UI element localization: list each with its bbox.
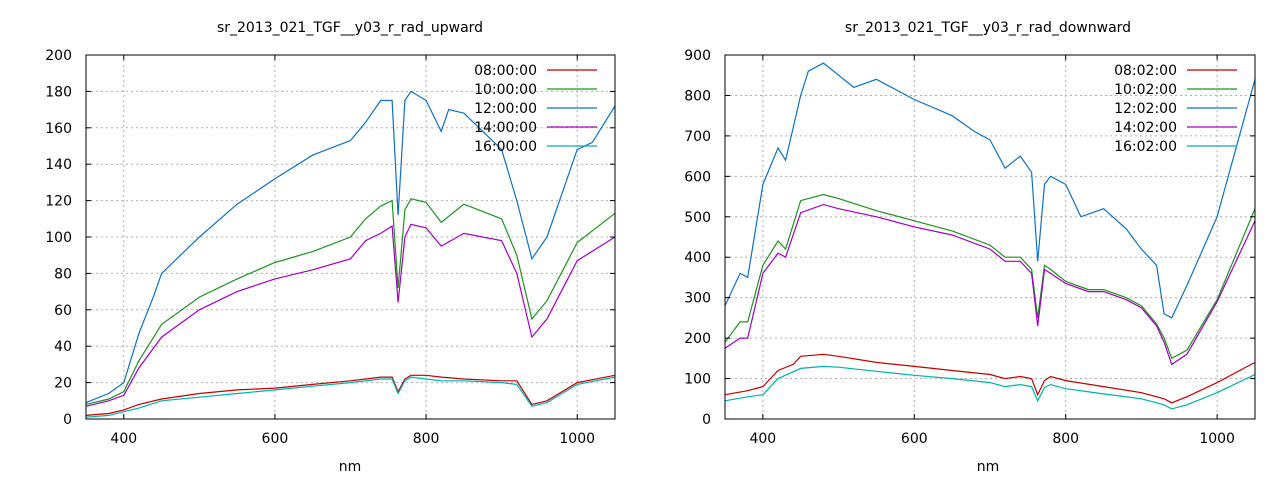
x-tick-label: 600: [262, 431, 289, 447]
series-line-2: [85, 198, 616, 405]
y-tick-label: 800: [684, 88, 711, 104]
x-tick-label: 400: [749, 431, 776, 447]
y-tick-label: 200: [684, 331, 711, 347]
plot-area: 400 600 800 1000 0 100 200 300 400 500 600 700 800 90…: [684, 48, 1256, 447]
chart-title: sr_2013_021_TGF__y03_r_rad_downward: [845, 20, 1131, 36]
y-tick-label: 100: [45, 230, 72, 246]
upward-chart-panel: sr_2013_021_TGF__y03_r_rad_upward nm 400…: [45, 20, 616, 475]
series-line-5: [85, 376, 616, 418]
legend-label: 12:02:00: [1114, 101, 1177, 117]
x-tick-label: 800: [413, 431, 440, 447]
series-line-1: [724, 353, 1256, 404]
series-line-4: [85, 223, 616, 407]
legend-label: 10:02:00: [1114, 82, 1177, 98]
legend-label: 16:02:00: [1114, 139, 1177, 155]
series-line-3: [85, 90, 616, 404]
series-line-1: [85, 374, 616, 416]
y-tick-label: 40: [54, 339, 72, 355]
y-tick-label: 300: [684, 291, 711, 307]
y-tick-label: 700: [684, 129, 711, 145]
y-tick-label: 0: [63, 412, 72, 428]
legend-label: 14:02:00: [1114, 120, 1177, 136]
legend-label: 14:00:00: [474, 120, 537, 136]
series-line-3: [724, 62, 1256, 319]
x-tick-label: 400: [110, 431, 137, 447]
y-tick-label: 900: [684, 48, 711, 64]
y-tick-label: 20: [54, 376, 72, 392]
y-tick-label: 160: [45, 121, 72, 137]
plot-area: 400 600 800 1000 0 20 40 60 80 100 120 140 160 180 200…: [45, 48, 616, 447]
legend-label: 08:02:00: [1114, 63, 1177, 79]
downward-chart-panel: sr_2013_021_TGF__y03_r_rad_downward nm 4…: [684, 20, 1256, 475]
y-tick-label: 60: [54, 303, 72, 319]
legend-label: 12:00:00: [474, 101, 537, 117]
x-axis-label: nm: [339, 459, 362, 475]
legend-label: 16:00:00: [474, 139, 537, 155]
series-line-5: [724, 365, 1256, 410]
chart-title: sr_2013_021_TGF__y03_r_rad_upward: [217, 20, 483, 36]
y-tick-label: 80: [54, 266, 72, 282]
legend-label: 08:00:00: [474, 63, 537, 79]
y-tick-label: 400: [684, 250, 711, 266]
x-axis-label: nm: [977, 459, 1000, 475]
x-tick-label: 1000: [559, 431, 595, 447]
y-tick-label: 120: [45, 194, 72, 210]
legend-label: 10:00:00: [474, 82, 537, 98]
y-tick-label: 100: [684, 372, 711, 388]
x-tick-label: 600: [901, 431, 928, 447]
y-tick-label: 200: [45, 48, 72, 64]
y-tick-label: 0: [702, 412, 711, 428]
plot-frame: [724, 54, 1256, 420]
series-line-2: [724, 193, 1256, 360]
y-tick-label: 500: [684, 210, 711, 226]
x-tick-label: 800: [1052, 431, 1079, 447]
x-tick-label: 1000: [1199, 431, 1235, 447]
series-line-4: [724, 203, 1256, 366]
y-tick-label: 140: [45, 157, 72, 173]
y-tick-label: 180: [45, 84, 72, 100]
y-tick-label: 600: [684, 169, 711, 185]
